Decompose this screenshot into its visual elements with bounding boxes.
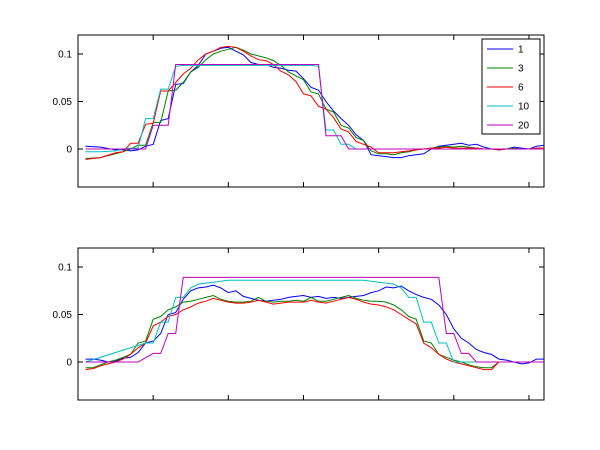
y-tick-label: 0 xyxy=(66,358,72,369)
y-tick-label: 0 xyxy=(66,145,72,156)
plot-area xyxy=(77,34,545,188)
series-line-20 xyxy=(85,276,544,363)
legend: 1 3 6 10 20 xyxy=(481,38,541,135)
plot-area xyxy=(77,247,545,401)
legend-label-1: 1 xyxy=(518,45,524,56)
y-tick-label: 0.1 xyxy=(58,263,72,274)
y-tick-label: 0.05 xyxy=(53,310,73,321)
y-tick-label: 0.05 xyxy=(53,97,73,108)
series-line-3 xyxy=(85,294,544,369)
y-tick-label: 0.1 xyxy=(58,50,72,61)
legend-label-20: 20 xyxy=(518,121,530,132)
top-axes: 0 0.05 0.1 1 3 6 10 20 xyxy=(53,34,545,188)
series-line-6 xyxy=(85,296,544,371)
legend-label-3: 3 xyxy=(518,64,524,75)
legend-label-10: 10 xyxy=(518,102,530,113)
legend-label-6: 6 xyxy=(518,83,524,94)
series-line-6 xyxy=(85,45,544,160)
series-line-20 xyxy=(85,64,544,150)
series-line-1 xyxy=(85,284,544,365)
bottom-axes: 0 0.05 0.1 xyxy=(53,247,545,401)
